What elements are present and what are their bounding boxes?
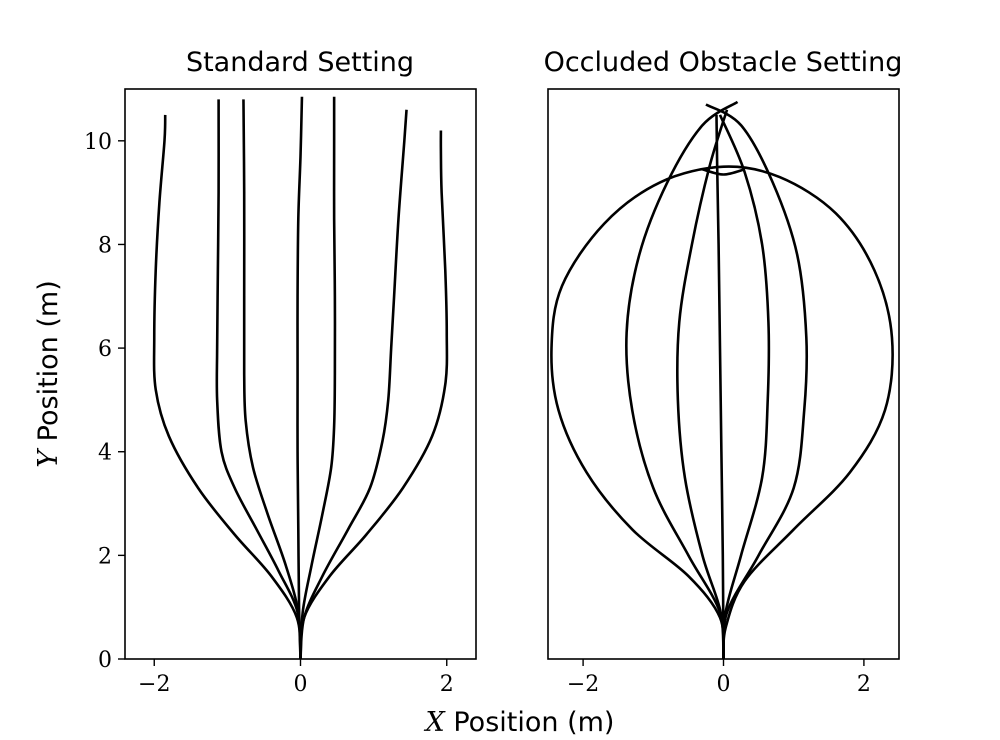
- y-axis-text: Position (m): [33, 280, 64, 450]
- trajectory-line-5: [299, 96, 337, 660]
- subplot-title: Occluded Obstacle Setting: [544, 47, 903, 78]
- y-axis-variable: Y: [33, 448, 64, 468]
- subplot-occluded-obstacle-setting: Occluded Obstacle Setting −2 0 2: [544, 47, 903, 697]
- trajectory-line-1: [550, 165, 894, 660]
- trajectory-line-6: [715, 114, 725, 660]
- x-axis-label: X Position (m): [424, 707, 615, 738]
- y-tick-label: 10: [84, 130, 112, 155]
- x-axis-variable: X: [424, 707, 447, 738]
- series-layer: [152, 96, 449, 660]
- trajectory-line-2: [625, 100, 739, 660]
- trajectory-line-6: [299, 109, 408, 660]
- tick-layer: −2 0 2: [567, 659, 871, 697]
- x-tick-label: 2: [440, 672, 454, 697]
- y-tick-label: 4: [98, 441, 112, 466]
- x-tick-label: −2: [138, 672, 170, 697]
- y-tick-label: 0: [98, 648, 112, 673]
- trajectory-line-4: [296, 96, 304, 660]
- x-tick-label: 0: [717, 672, 731, 697]
- y-axis-label: Y Position (m): [33, 280, 64, 468]
- trajectory-line-7: [299, 130, 449, 660]
- axes-frame: [124, 88, 477, 660]
- y-tick-label: 2: [98, 544, 112, 569]
- series-layer: [550, 100, 894, 660]
- trajectory-line-2: [215, 99, 302, 660]
- x-tick-label: 0: [294, 672, 308, 697]
- trajectory-line-5: [718, 114, 771, 660]
- subplot-title: Standard Setting: [186, 47, 414, 78]
- trajectory-line-4: [675, 109, 729, 660]
- y-tick-label: 8: [98, 233, 112, 258]
- tick-layer: −2 0 2 0 2 4 6 8 10: [84, 130, 454, 697]
- trajectory-line-3: [705, 103, 809, 660]
- y-tick-label: 6: [98, 337, 112, 362]
- trajectory-line-7: [702, 168, 745, 176]
- x-axis-text: Position (m): [445, 707, 615, 738]
- subplot-standard-setting: Standard Setting −2 0 2 0 2 4 6 8 10: [84, 47, 477, 697]
- axes-frame: [547, 88, 900, 660]
- trajectory-line-1: [152, 114, 302, 660]
- x-tick-label: −2: [567, 672, 599, 697]
- x-tick-label: 2: [857, 672, 871, 697]
- trajectory-line-3: [242, 99, 302, 660]
